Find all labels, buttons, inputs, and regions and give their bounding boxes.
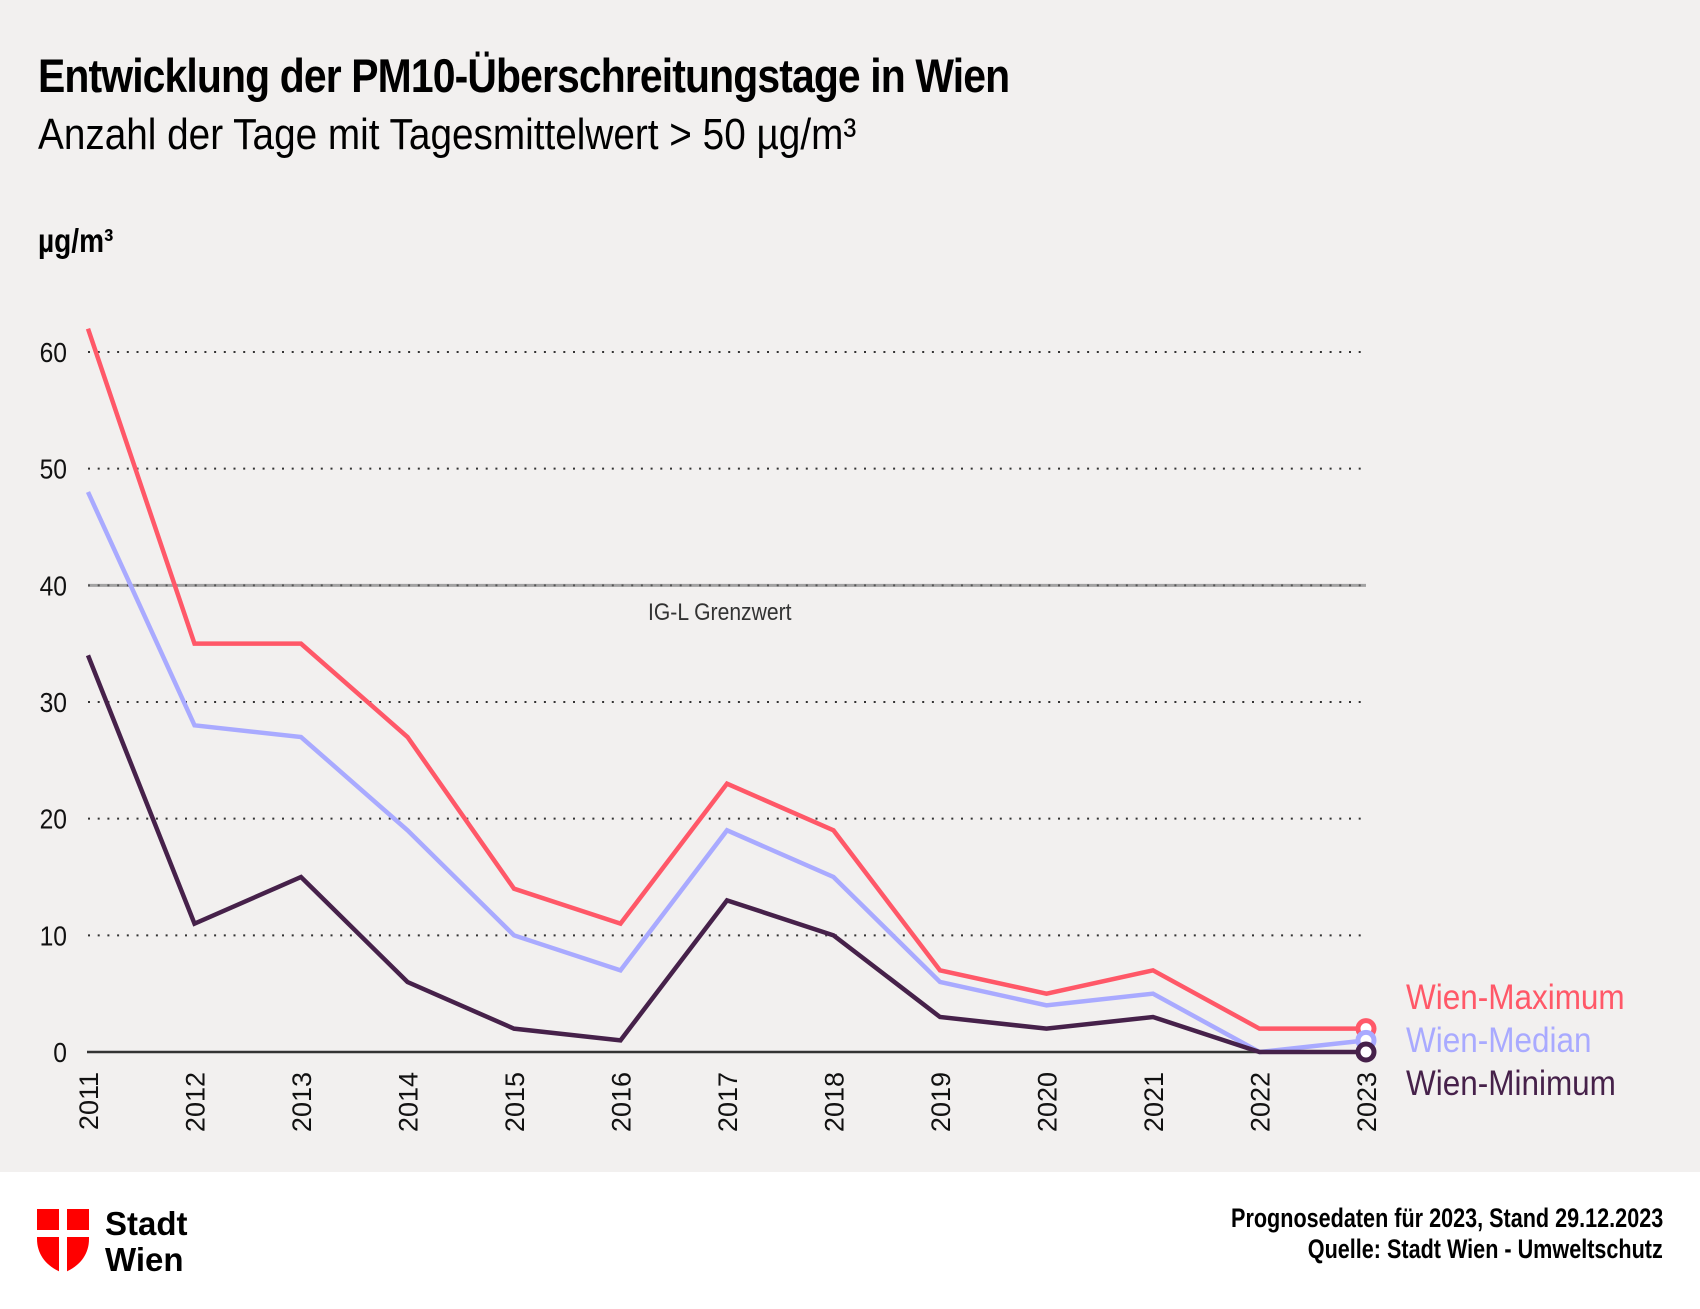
source-note: Quelle: Stadt Wien - Umweltschutz (1307, 1234, 1663, 1264)
x-tick-label: 2014 (394, 1072, 424, 1132)
x-tick-label: 2021 (1139, 1072, 1169, 1132)
gridlines (87, 351, 1366, 1054)
legend: Wien-Maximum Wien-Median Wien-Minimum (1406, 979, 1625, 1104)
x-tick-label: 2016 (607, 1072, 637, 1132)
series-lines (85, 327, 1377, 1063)
x-tick-label: 2011 (74, 1072, 104, 1130)
series-line-wien-maximum (85, 327, 1366, 1031)
x-tick-label: 2020 (1033, 1072, 1063, 1132)
forecast-note: Prognosedaten für 2023, Stand 29.12.2023 (1230, 1203, 1663, 1233)
reference-line-group: IG-L Grenzwert (88, 583, 1366, 626)
footer (0, 1172, 1700, 1309)
x-tick-label: 2018 (820, 1072, 850, 1132)
legend-item: Wien-Maximum (1406, 979, 1625, 1018)
logo-text: Stadt Wien (105, 1206, 188, 1278)
x-tick-label: 2022 (1246, 1072, 1276, 1132)
y-axis-label: µg/m³ (38, 222, 114, 259)
y-tick-label: 50 (40, 453, 67, 485)
y-tick-label: 60 (40, 337, 67, 369)
logo-line-1: Stadt (105, 1205, 188, 1242)
logo-line-2: Wien (105, 1241, 184, 1278)
x-tick-label: 2019 (926, 1072, 956, 1132)
y-tick-label: 30 (40, 687, 67, 719)
chart-title: Entwicklung der PM10-Überschreitungstage… (38, 49, 1010, 102)
chart-subtitle: Anzahl der Tage mit Tagesmittelwert > 50… (38, 110, 857, 159)
series-line-wien-minimum (85, 654, 1366, 1055)
x-tick-labels: 2011 2012 2013 2014 2015 2016 2017 2018 2019 2020… (74, 1072, 1382, 1132)
y-tick-label: 0 (53, 1037, 67, 1069)
reference-line-label: IG-L Grenzwert (648, 599, 792, 626)
x-tick-label: 2013 (287, 1072, 317, 1132)
y-tick-label: 10 (40, 920, 67, 952)
x-tick-label: 2023 (1352, 1072, 1382, 1132)
y-tick-labels: 0 10 20 30 40 50 60 (40, 337, 67, 1069)
series-line-wien-median (85, 491, 1367, 1055)
forecast-point-marker (1355, 1041, 1377, 1063)
y-tick-label: 40 (40, 570, 67, 602)
y-tick-label: 20 (40, 803, 67, 835)
legend-item: Wien-Median (1406, 1022, 1592, 1061)
x-tick-label: 2017 (713, 1072, 743, 1132)
x-tick-label: 2012 (181, 1072, 211, 1132)
legend-item: Wien-Minimum (1406, 1065, 1616, 1104)
x-tick-label: 2015 (500, 1072, 530, 1132)
stadt-wien-shield-logo (37, 1209, 89, 1273)
